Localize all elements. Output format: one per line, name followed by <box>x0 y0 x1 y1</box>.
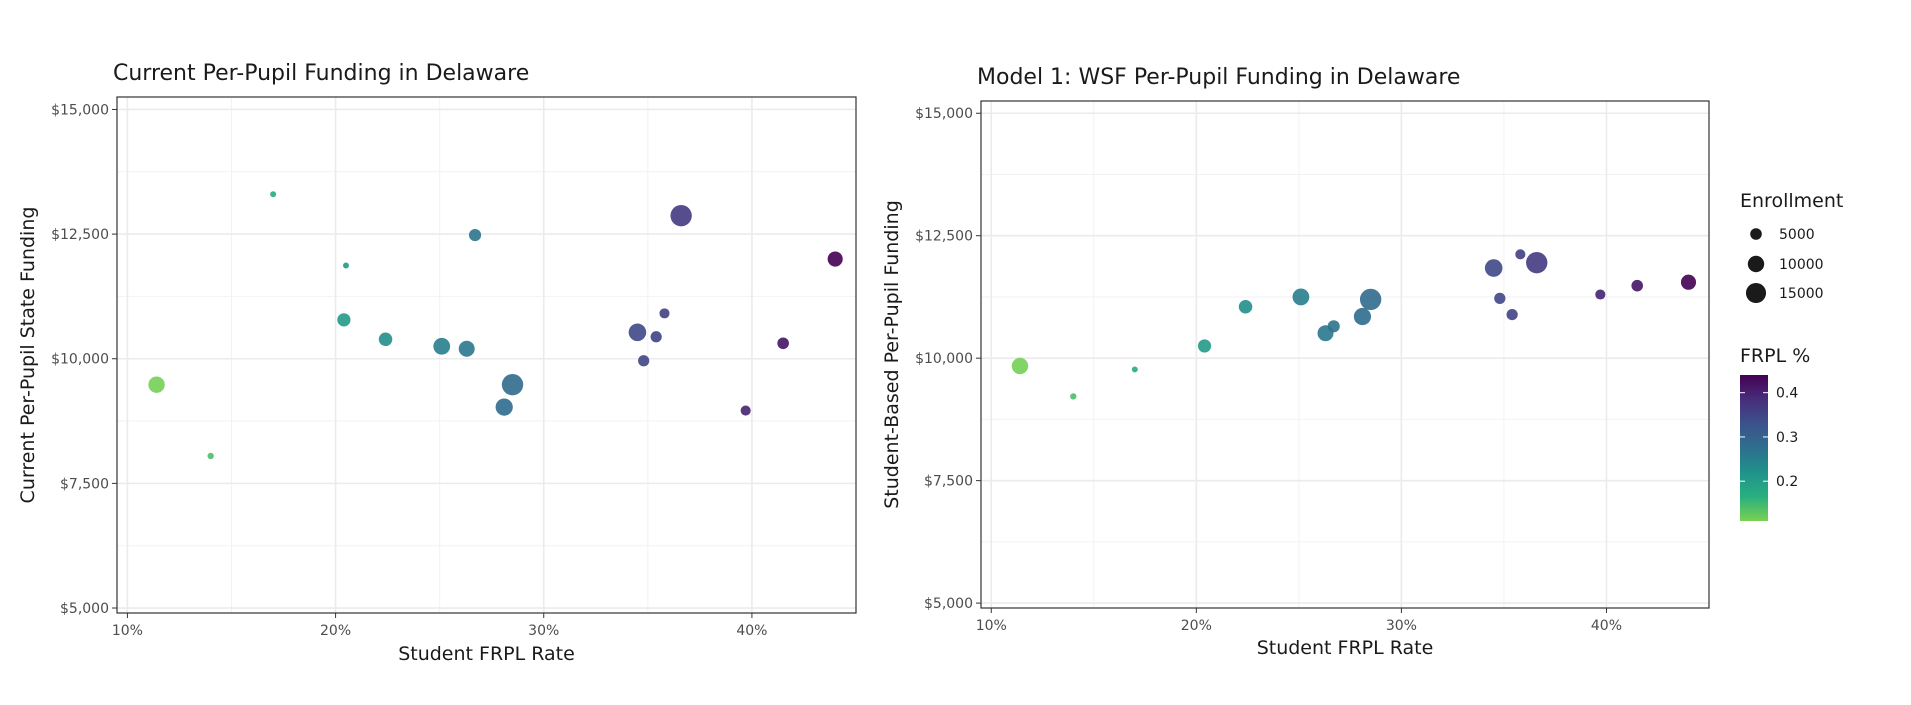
y-axis-title: Current Per-Pupil State Funding <box>17 207 39 504</box>
data-point <box>501 373 524 396</box>
data-point <box>777 337 789 350</box>
legend-size-key <box>1750 228 1762 240</box>
legend-size-label: 10000 <box>1779 257 1824 273</box>
legend-color-label: 0.4 <box>1776 386 1798 402</box>
legend: Enrollment 5000 10000 15000 FRPL % 0.2 0.3 0.4 <box>1740 190 1843 521</box>
data-point <box>270 191 277 198</box>
legend-color-label: 0.2 <box>1776 474 1798 490</box>
panel-border <box>116 96 857 614</box>
data-point <box>1292 288 1310 306</box>
data-point <box>1631 279 1644 292</box>
x-tick-label: 40% <box>1591 618 1622 634</box>
data-point <box>1131 366 1138 373</box>
y-tick-label: $10,000 <box>51 352 109 368</box>
y-tick-label: $12,500 <box>51 227 109 243</box>
panel-border <box>980 100 1710 609</box>
y-tick-label: $15,000 <box>915 106 973 122</box>
data-point <box>659 308 670 319</box>
data-point <box>337 313 351 327</box>
y-tick-label: $7,500 <box>924 474 973 490</box>
data-point <box>1359 288 1382 311</box>
data-point <box>1011 357 1029 375</box>
y-tick-label: $15,000 <box>51 102 109 118</box>
chart-panel-1: 10% 20% 30% 40% $5,000 $7,500 $10,000 $12,500 $1… <box>17 61 857 665</box>
data-point <box>1327 320 1340 333</box>
data-point <box>1070 393 1077 400</box>
y-axis-title: Student-Based Per-Pupil Funding <box>881 200 903 509</box>
data-point <box>827 251 843 267</box>
y-tick-label: $12,500 <box>915 229 973 245</box>
data-point <box>342 262 349 269</box>
data-point <box>378 332 393 347</box>
data-point <box>740 405 751 416</box>
x-tick-label: 20% <box>320 623 351 639</box>
legend-size-key <box>1747 255 1765 273</box>
data-point <box>650 331 662 343</box>
data-point <box>148 376 165 393</box>
x-tick-label: 30% <box>1386 618 1417 634</box>
data-point <box>458 340 475 357</box>
data-point <box>1353 307 1372 326</box>
x-tick-label: 30% <box>528 623 559 639</box>
data-point <box>628 323 647 342</box>
data-point <box>1680 274 1697 290</box>
plot-background <box>117 97 856 613</box>
legend-color-title: FRPL % <box>1740 345 1810 367</box>
data-point <box>638 355 650 367</box>
data-point <box>1506 308 1518 321</box>
plot-background <box>981 101 1709 608</box>
legend-size-label: 15000 <box>1779 286 1824 302</box>
chart-panel-2: 10% 20% 30% 40% $5,000 $7,500 $10,000 $12,500 $1… <box>881 65 1710 659</box>
legend-size-label: 5000 <box>1779 227 1815 243</box>
data-point <box>207 452 214 460</box>
x-axis-title: Student FRPL Rate <box>1257 637 1434 659</box>
data-point <box>1494 292 1506 305</box>
legend-color-label: 0.3 <box>1776 430 1798 446</box>
x-tick-label: 10% <box>112 623 143 639</box>
data-point <box>1238 299 1253 314</box>
data-point <box>433 337 451 355</box>
data-point <box>1515 249 1526 260</box>
data-point <box>1595 289 1606 300</box>
data-point <box>495 398 513 416</box>
data-point <box>468 229 482 242</box>
legend-color-bar <box>1740 375 1768 521</box>
chart-title: Current Per-Pupil Funding in Delaware <box>113 61 529 86</box>
y-tick-label: $5,000 <box>60 601 109 617</box>
chart-title: Model 1: WSF Per-Pupil Funding in Delawa… <box>977 65 1460 90</box>
data-point <box>670 204 692 227</box>
data-point <box>1197 339 1212 353</box>
x-tick-label: 10% <box>976 618 1007 634</box>
x-axis-title: Student FRPL Rate <box>398 643 575 665</box>
x-tick-label: 40% <box>736 623 767 639</box>
legend-size-key <box>1745 282 1767 304</box>
y-tick-label: $10,000 <box>915 351 973 367</box>
y-tick-label: $7,500 <box>60 476 109 492</box>
legend-size-title: Enrollment <box>1740 190 1843 212</box>
data-point <box>1484 259 1503 277</box>
y-tick-label: $5,000 <box>924 596 973 612</box>
data-point <box>1526 251 1548 274</box>
x-tick-label: 20% <box>1181 618 1212 634</box>
